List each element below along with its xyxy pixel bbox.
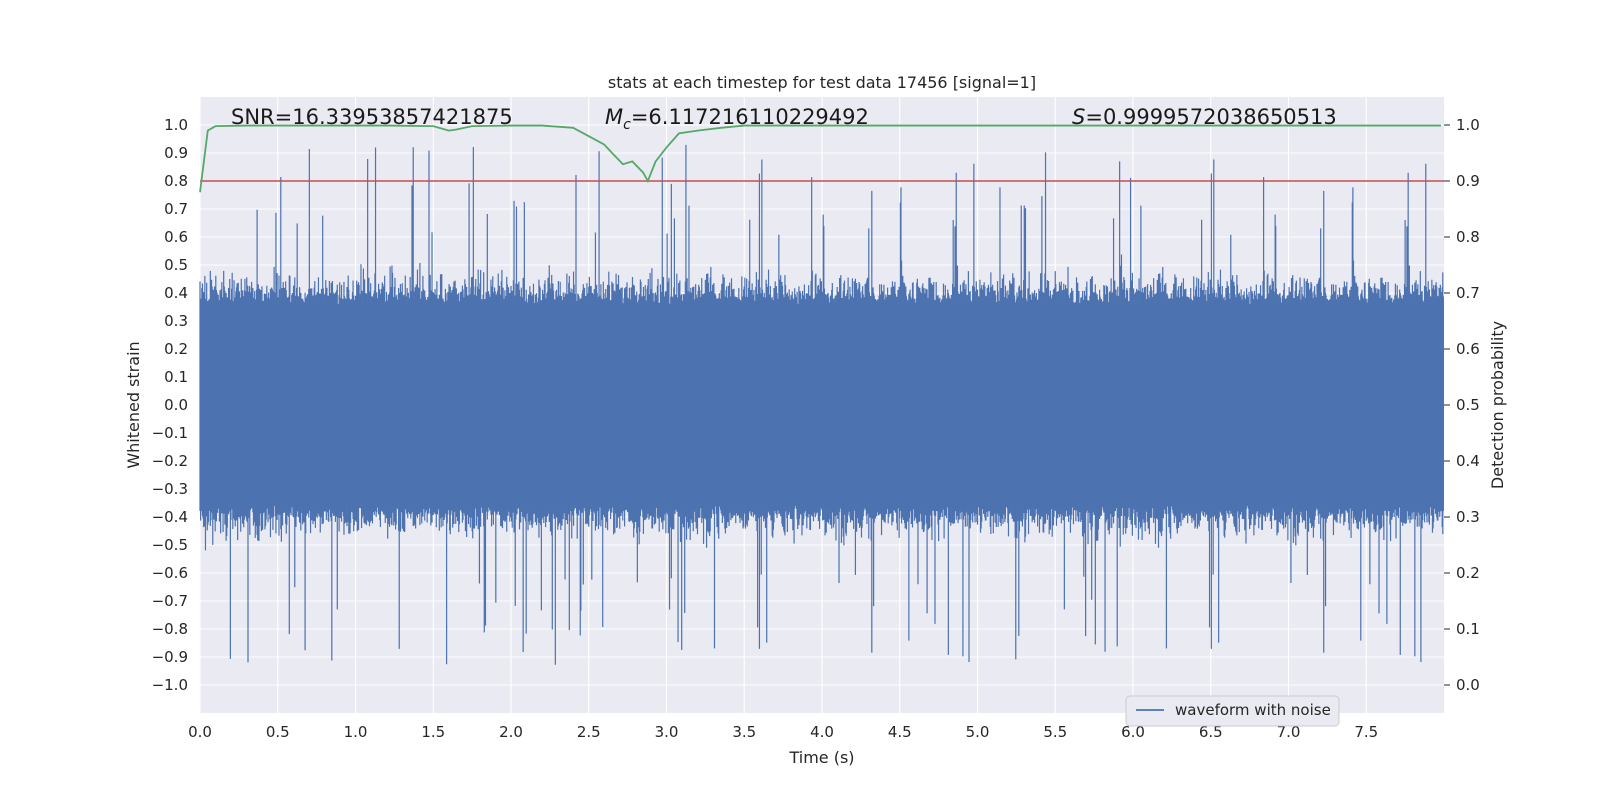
y-tick-label-left: 0.3 [164,312,188,330]
x-tick-label: 1.0 [344,723,368,741]
x-tick-label: 0.5 [266,723,290,741]
y-tick-label-left: −0.7 [152,592,188,610]
y-tick-label-right: 0.8 [1456,228,1480,246]
y-ticks-left: 1.0 0.9 0.8 0.7 0.6 0.5 0.4 0.3 0.2 0.1 0.0 −0.1 −0.… [152,116,188,694]
y-tick-label-right: 0.1 [1456,620,1480,638]
chirp-mass-value: =6.117216110229492 [631,105,869,129]
x-tick-label: 6.0 [1121,723,1145,741]
snr-annotation: SNR=16.33953857421875 [231,105,513,129]
y-tick-label-left: 0.5 [164,256,188,274]
y-tick-label-right: 0.6 [1456,340,1480,358]
y-tick-label-left: −0.8 [152,620,188,638]
y-tick-label-left: 0.8 [164,172,188,190]
s-value: =0.9999572038650513 [1085,105,1336,129]
y-tick-label-right: 0.2 [1456,564,1480,582]
y-tick-label-left: 1.0 [164,116,188,134]
waveform-trace [199,144,1444,665]
s-symbol: S [1072,105,1085,129]
y-axis-label-right: Detection probability [1488,321,1507,489]
y-tick-label-left: −0.1 [152,424,188,442]
y-tick-label-right: 0.5 [1456,396,1480,414]
s-annotation: S=0.9999572038650513 [1072,105,1337,129]
chirp-mass-annotation: Mc=6.117216110229492 [605,105,869,133]
y-tick-label-left: 0.0 [164,396,188,414]
y-tick-label-left: −0.4 [152,508,188,526]
waveform-series [199,144,1444,665]
y-tick-label-left: 0.6 [164,228,188,246]
legend-box [1125,695,1340,727]
y-tick-label-left: −0.6 [152,564,188,582]
x-tick-label: 7.5 [1354,723,1378,741]
x-ticks: 0.0 0.5 1.0 1.5 2.0 2.5 3.0 3.5 4.0 4.5 5.0 5.5 6.0 6… [188,723,1378,741]
y-axis-label-left: Whitened strain [124,341,143,468]
y-tick-label-left: −0.2 [152,452,188,470]
x-tick-label: 2.5 [577,723,601,741]
y-tick-label-left: 0.9 [164,144,188,162]
x-tick-label: 5.0 [966,723,990,741]
x-tick-label: 5.5 [1043,723,1067,741]
y-tick-label-left: 0.2 [164,340,188,358]
x-tick-label: 0.0 [188,723,212,741]
legend: waveform with noise [1125,695,1340,727]
y-tick-label-right: 0.0 [1456,676,1480,694]
y-tick-label-right: 0.9 [1456,172,1480,190]
y-tick-label-right: 0.3 [1456,508,1480,526]
x-axis-label: Time (s) [788,748,854,767]
chirp-mass-subscript: c [623,117,631,133]
x-tick-label: 7.0 [1277,723,1301,741]
x-tick-label: 3.0 [655,723,679,741]
y-tick-label-right: 1.0 [1456,116,1480,134]
probability-line [199,124,1441,193]
legend-label: waveform with noise [1175,701,1331,719]
y-tick-label-left: −0.3 [152,480,188,498]
x-tick-label: 1.5 [421,723,445,741]
y-tick-label-left: 0.1 [164,368,188,386]
chart-title: stats at each timestep for test data 174… [608,73,1036,92]
x-tick-label: 3.5 [732,723,756,741]
x-tick-label: 6.5 [1199,723,1223,741]
chirp-mass-symbol: M [605,105,623,129]
y-tick-label-left: −0.9 [152,648,188,666]
y-tick-label-left: 0.7 [164,200,188,218]
probability-series [199,124,1441,193]
y-ticks-right: 1.0 0.9 0.8 0.7 0.6 0.5 0.4 0.3 0.2 0.1 0.0 [1444,116,1480,694]
x-tick-label: 4.5 [888,723,912,741]
y-tick-label-left: 0.4 [164,284,188,302]
y-tick-label-left: −0.5 [152,536,188,554]
y-tick-label-right: 0.7 [1456,284,1480,302]
y-tick-label-left: −1.0 [152,676,188,694]
x-tick-label: 4.0 [810,723,834,741]
y-tick-label-right: 0.4 [1456,452,1480,470]
x-tick-label: 2.0 [499,723,523,741]
